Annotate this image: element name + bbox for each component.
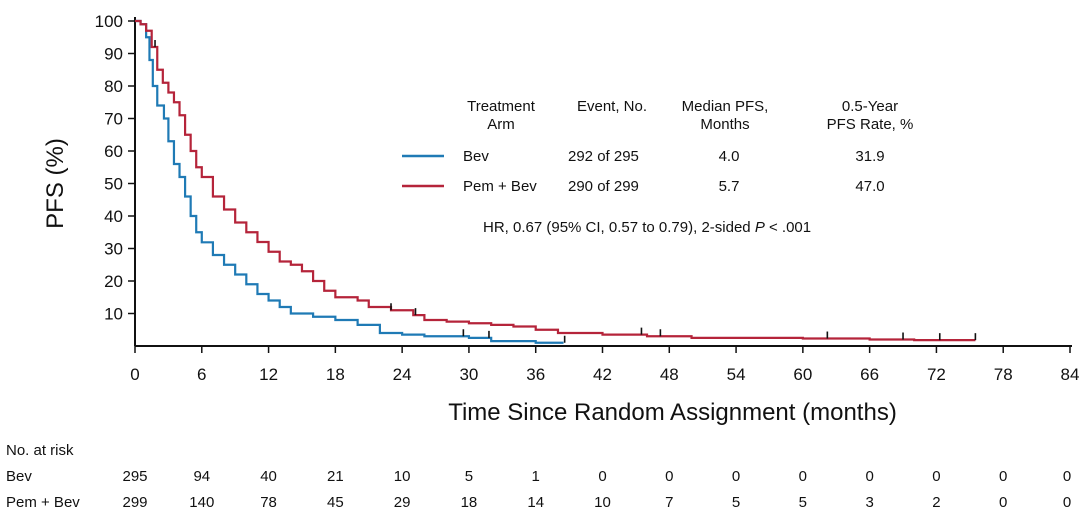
y-tick-label: 50 (104, 175, 123, 194)
risk-value: 295 (122, 468, 147, 485)
risk-value: 5 (732, 494, 740, 511)
risk-value: 40 (260, 468, 277, 485)
x-tick-label: 0 (130, 365, 139, 384)
legend-arm-label: Pem + Bev (463, 178, 537, 195)
legend-header: Median PFS, (682, 98, 769, 115)
y-tick-label: 40 (104, 207, 123, 226)
risk-value: 29 (394, 494, 411, 511)
risk-value: 45 (327, 494, 344, 511)
axes: 10 20 30 40 50 60 70 80 90 100 0 6 12 18 24 30 36 42 48 54 6… (42, 12, 1079, 426)
x-tick-label: 72 (927, 365, 946, 384)
x-tick-label: 30 (459, 365, 478, 384)
risk-value: 14 (527, 494, 544, 511)
legend-header: PFS Rate, % (827, 116, 914, 133)
legend-median: 5.7 (719, 178, 740, 195)
risk-value: 140 (189, 494, 214, 511)
x-tick-label: 24 (393, 365, 412, 384)
risk-value: 299 (122, 494, 147, 511)
legend-events: 292 of 295 (568, 148, 639, 165)
x-tick-label: 66 (860, 365, 879, 384)
risk-value: 0 (598, 468, 606, 485)
risk-value: 0 (732, 468, 740, 485)
y-tick-label: 80 (104, 77, 123, 96)
risk-table-title: No. at risk (6, 442, 74, 459)
risk-value: 10 (394, 468, 411, 485)
y-tick-label: 60 (104, 142, 123, 161)
legend-events: 290 of 299 (568, 178, 639, 195)
hazard-ratio-text: HR, 0.67 (95% CI, 0.57 to 0.79), 2-sided… (483, 219, 811, 236)
legend-rate: 31.9 (855, 148, 884, 165)
y-tick-label: 10 (104, 305, 123, 324)
risk-value: 0 (665, 468, 673, 485)
series-line-pem-bev (135, 19, 976, 342)
x-tick-label: 12 (259, 365, 278, 384)
survival-curves (135, 19, 977, 344)
x-tick-label: 48 (660, 365, 679, 384)
risk-value: 0 (999, 494, 1007, 511)
x-tick-label: 42 (593, 365, 612, 384)
y-tick-label: 30 (104, 240, 123, 259)
y-tick-label: 20 (104, 272, 123, 291)
x-axis-title: Time Since Random Assignment (months) (448, 399, 897, 426)
y-axis-title: PFS (%) (42, 138, 69, 229)
x-tick-label: 54 (727, 365, 746, 384)
risk-value: 21 (327, 468, 344, 485)
x-tick-label: 60 (793, 365, 812, 384)
y-tick-label: 100 (95, 12, 123, 31)
risk-value: 3 (865, 494, 873, 511)
risk-value: 94 (193, 468, 210, 485)
legend-arm-label: Bev (463, 148, 489, 165)
risk-value: 0 (1063, 468, 1071, 485)
series-line-bev (135, 19, 564, 344)
risk-value: 10 (594, 494, 611, 511)
risk-value: 0 (932, 468, 940, 485)
y-tick-label: 70 (104, 110, 123, 129)
risk-value: 1 (532, 468, 540, 485)
y-tick-label: 90 (104, 45, 123, 64)
risk-row-label: Pem + Bev (6, 494, 80, 511)
x-tick-label: 6 (197, 365, 206, 384)
risk-value: 0 (799, 468, 807, 485)
x-tick-label: 84 (1061, 365, 1080, 384)
legend-header: Event, No. (577, 98, 647, 115)
risk-value: 7 (665, 494, 673, 511)
legend-header: Arm (487, 116, 515, 133)
risk-value: 5 (465, 468, 473, 485)
risk-row-label: Bev (6, 468, 32, 485)
legend-median: 4.0 (719, 148, 740, 165)
x-tick-label: 18 (326, 365, 345, 384)
legend-rate: 47.0 (855, 178, 884, 195)
x-tick-label: 78 (994, 365, 1013, 384)
risk-value: 0 (1063, 494, 1071, 511)
legend-header: Treatment (467, 98, 536, 115)
risk-value: 2 (932, 494, 940, 511)
x-tick-label: 36 (526, 365, 545, 384)
risk-value: 78 (260, 494, 277, 511)
risk-value: 0 (999, 468, 1007, 485)
risk-value: 18 (461, 494, 478, 511)
legend-header: 0.5-Year (842, 98, 898, 115)
risk-value: 5 (799, 494, 807, 511)
legend-header: Months (700, 116, 749, 133)
risk-value: 0 (865, 468, 873, 485)
